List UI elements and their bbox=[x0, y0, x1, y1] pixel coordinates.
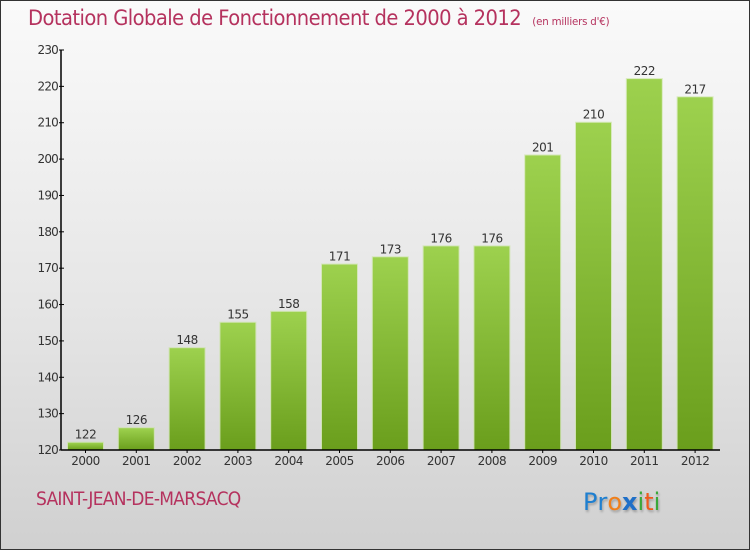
x-tick-label-2005: 2005 bbox=[325, 454, 354, 468]
x-tick-label-2000: 2000 bbox=[71, 454, 100, 468]
data-label-2001: 126 bbox=[126, 413, 147, 427]
bar-2008 bbox=[474, 246, 510, 450]
y-tick-label-230: 230 bbox=[37, 43, 58, 57]
x-tick-label-2010: 2010 bbox=[579, 454, 608, 468]
bar-2011 bbox=[626, 79, 662, 450]
commune-name: SAINT-JEAN-DE-MARSACQ bbox=[36, 488, 241, 510]
data-label-2005: 171 bbox=[329, 250, 350, 264]
data-label-2004: 158 bbox=[278, 297, 299, 311]
y-tick-label-200: 200 bbox=[37, 152, 58, 166]
chart-unit: (en milliers d'€) bbox=[532, 15, 610, 28]
bar-2004 bbox=[271, 311, 307, 450]
x-tick-label-2001: 2001 bbox=[122, 454, 151, 468]
bar-2007 bbox=[423, 246, 459, 450]
axes-group: 2000 2001 2002 2003 2004 2005 2006 2007 2008 2009… bbox=[37, 43, 720, 468]
bar-2012 bbox=[677, 97, 713, 450]
logo-letter: x bbox=[622, 488, 638, 516]
y-tick-label-130: 130 bbox=[37, 407, 58, 421]
bar-2010 bbox=[576, 122, 611, 451]
bar-2001 bbox=[118, 428, 154, 450]
y-tick-label-170: 170 bbox=[37, 261, 58, 275]
bar-2000 bbox=[68, 442, 103, 450]
y-tick-label-140: 140 bbox=[37, 370, 58, 384]
y-tick-label-120: 120 bbox=[37, 443, 58, 457]
y-tick-label-180: 180 bbox=[37, 225, 58, 239]
data-label-2006: 173 bbox=[380, 242, 401, 256]
data-label-2009: 201 bbox=[532, 140, 553, 154]
data-label-2012: 217 bbox=[684, 82, 705, 96]
data-label-2011: 222 bbox=[634, 64, 655, 78]
x-tick-label-2012: 2012 bbox=[681, 454, 710, 468]
bar-2009 bbox=[525, 155, 561, 451]
y-tick-label-210: 210 bbox=[37, 116, 58, 130]
x-tick-label-2007: 2007 bbox=[427, 454, 456, 468]
data-label-2000: 122 bbox=[75, 428, 96, 442]
logo-letter: i bbox=[653, 488, 661, 516]
x-tick-label-2006: 2006 bbox=[376, 454, 405, 468]
bar-2005 bbox=[322, 264, 357, 450]
data-label-2003: 155 bbox=[227, 308, 248, 322]
data-label-2007: 176 bbox=[430, 231, 451, 245]
bar-2002 bbox=[169, 348, 205, 450]
logo-letter: r bbox=[597, 488, 608, 516]
y-tick-label-190: 190 bbox=[37, 188, 58, 202]
bars-group: 122 126 148 155 158 171 173 176 176 201 210 222 217 bbox=[67, 64, 714, 451]
data-label-2010: 210 bbox=[583, 108, 604, 122]
logo-letter: t bbox=[644, 488, 654, 516]
data-label-2002: 148 bbox=[176, 333, 197, 347]
y-tick-label-220: 220 bbox=[37, 79, 58, 93]
logo-letter: P bbox=[583, 488, 598, 516]
chart-title-text: Dotation Globale de Fonctionnement de 20… bbox=[28, 6, 522, 30]
bar-2006 bbox=[372, 257, 408, 450]
chart-title: Dotation Globale de Fonctionnement de 20… bbox=[28, 6, 610, 30]
logo-letter: o bbox=[607, 488, 623, 516]
bar-2003 bbox=[220, 322, 256, 450]
x-tick-label-2009: 2009 bbox=[528, 454, 557, 468]
x-tick-label-2008: 2008 bbox=[478, 454, 507, 468]
data-label-2008: 176 bbox=[481, 231, 502, 245]
y-tick-label-150: 150 bbox=[37, 334, 58, 348]
proxiti-logo[interactable]: Proxiti bbox=[583, 488, 660, 516]
x-tick-label-2003: 2003 bbox=[224, 454, 253, 468]
x-tick-label-2002: 2002 bbox=[173, 454, 202, 468]
x-tick-label-2004: 2004 bbox=[274, 454, 303, 468]
x-tick-label-2011: 2011 bbox=[630, 454, 659, 468]
y-tick-label-160: 160 bbox=[37, 298, 58, 312]
logo-letter: i bbox=[637, 488, 645, 516]
